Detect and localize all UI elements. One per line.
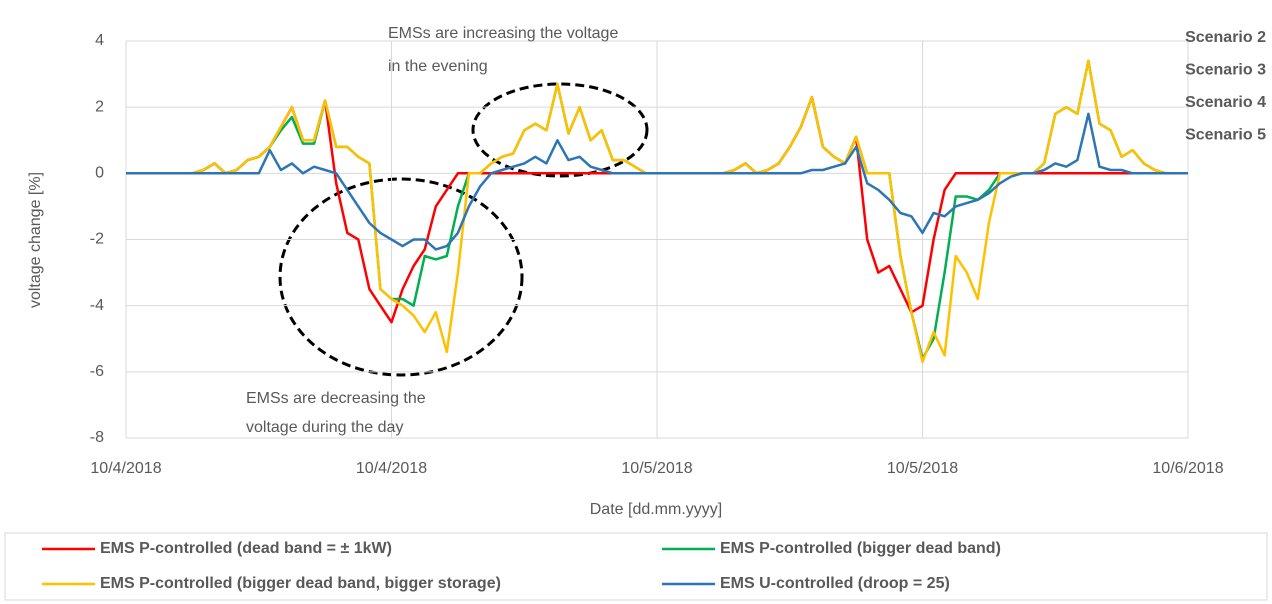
legend-label: EMS P-controlled (bigger dead band) xyxy=(720,540,1001,557)
y-tick-label: -2 xyxy=(90,231,104,248)
y-tick-label: -8 xyxy=(90,429,104,446)
y-tick-label: 2 xyxy=(95,98,104,115)
annotation: voltage during the day xyxy=(246,419,403,436)
annotation: EMSs are increasing the voltage xyxy=(388,25,618,42)
legend-box xyxy=(4,532,1268,601)
annotation-ellipse xyxy=(471,82,649,178)
y-tick-label: 0 xyxy=(95,165,104,182)
scenario-label: Scenario 2 xyxy=(1185,29,1266,46)
annotation: EMSs are decreasing the xyxy=(246,390,426,407)
y-tick-label: -4 xyxy=(90,297,104,314)
series-line xyxy=(126,112,1188,251)
y-axis-label: voltage change [%] xyxy=(27,172,44,308)
x-tick-label: 10/5/2018 xyxy=(621,460,692,477)
legend-label: EMS U-controlled (droop = 25) xyxy=(720,575,950,592)
annotation: in the evening xyxy=(388,58,488,75)
x-tick-label: 10/5/2018 xyxy=(887,460,958,477)
scenario-label: Scenario 5 xyxy=(1185,127,1266,144)
x-tick-label: 10/6/2018 xyxy=(1152,460,1223,477)
annotation-ellipse xyxy=(278,177,524,377)
x-tick-label: 10/4/2018 xyxy=(90,460,161,477)
legend-label: EMS P-controlled (dead band = ± 1kW) xyxy=(100,540,392,557)
x-axis-label: Date [dd.mm.yyyy] xyxy=(590,501,722,518)
scenario-label: Scenario 4 xyxy=(1185,94,1266,111)
y-tick-label: 4 xyxy=(95,32,104,49)
legend-label: EMS P-controlled (bigger dead band, bigg… xyxy=(100,575,501,592)
y-tick-label: -6 xyxy=(90,363,104,380)
scenario-label: Scenario 3 xyxy=(1185,62,1266,79)
x-tick-label: 10/4/2018 xyxy=(356,460,427,477)
